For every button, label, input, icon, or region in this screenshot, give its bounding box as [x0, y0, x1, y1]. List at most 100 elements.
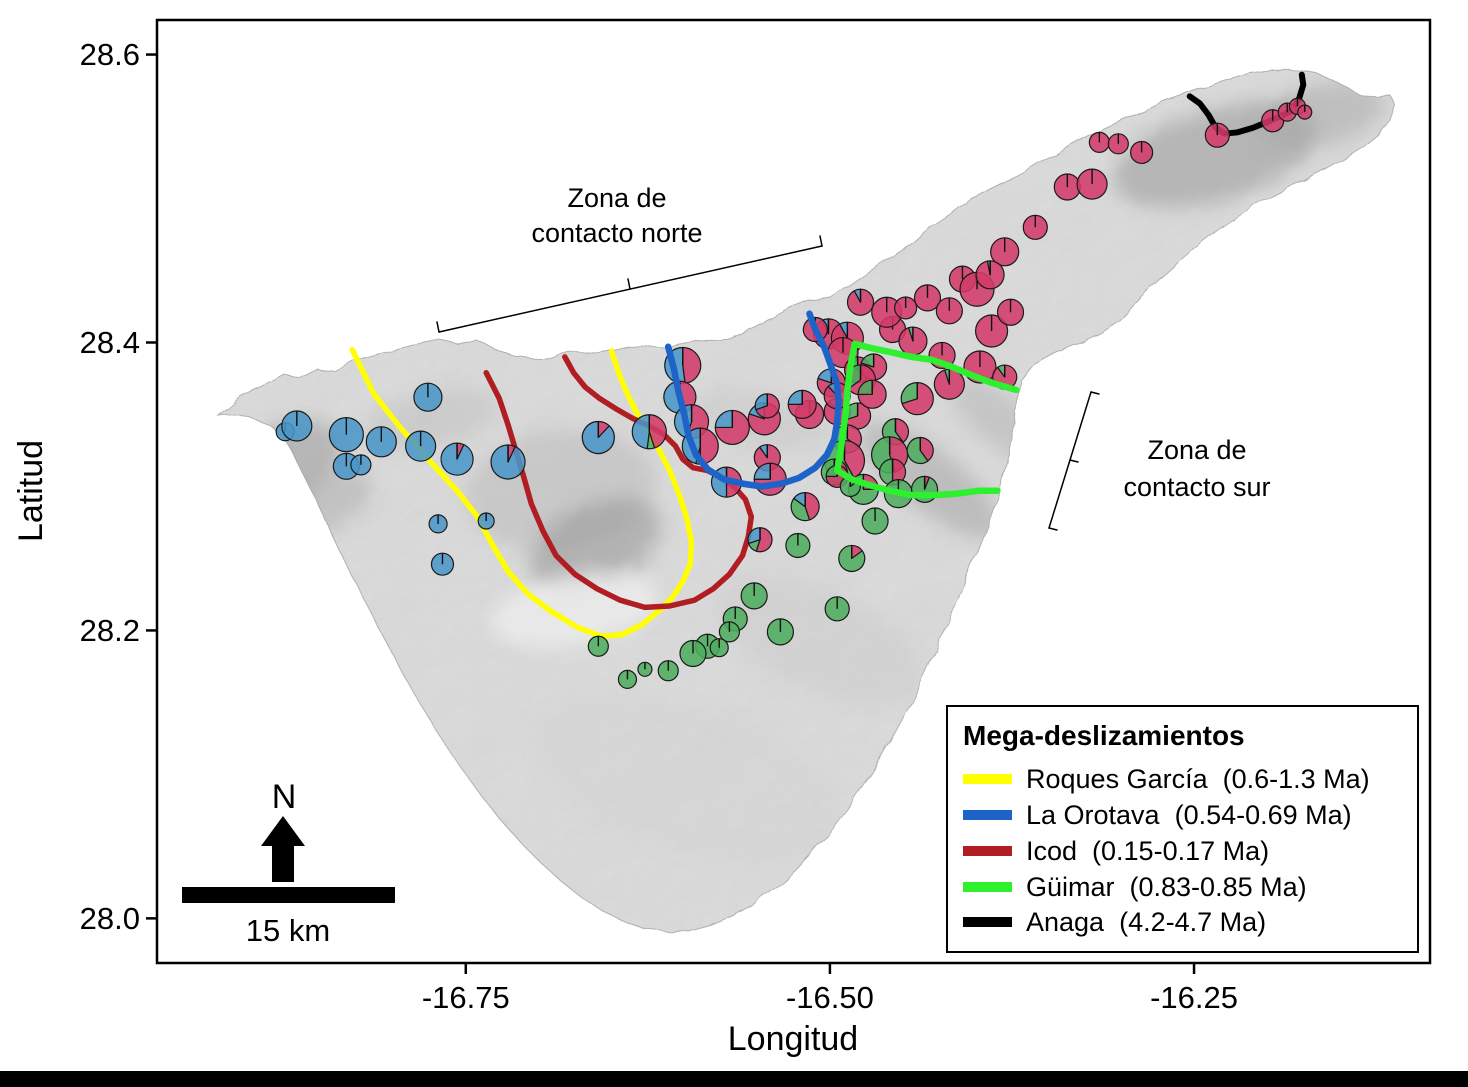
pie-marker [440, 442, 474, 476]
x-tick-label: -16.25 [1150, 980, 1238, 1015]
terrain-patch [361, 388, 499, 452]
pie-slice [838, 544, 866, 573]
pie-marker [910, 475, 939, 503]
terrain-patch [718, 575, 922, 705]
legend-box [946, 705, 1419, 953]
north-arrow: N [261, 778, 305, 882]
terrain-patch [529, 498, 661, 592]
south-contact-zone-annotation: Zona de contacto sur [1048, 391, 1271, 531]
bracket-segment [1090, 391, 1100, 395]
pie-marker [871, 296, 903, 328]
legend-label-roques-garcia: Roques García (0.6-1.3 Ma) [1026, 764, 1370, 794]
pie-marker [631, 414, 667, 450]
pie-marker [753, 462, 787, 496]
pie-marker [405, 430, 437, 462]
pie-slice [857, 379, 873, 395]
pie-slice [787, 389, 817, 419]
north-contact-zone-annotation: Zona de contacto norte [436, 183, 823, 333]
landslide-line-la-orotava [664, 310, 842, 490]
south-zone-bracket [1048, 391, 1100, 531]
plot-frame [155, 18, 1432, 965]
pie-marker [824, 596, 850, 622]
pie-marker [787, 389, 817, 419]
bottom-black-bar [0, 1071, 1468, 1087]
pie-marker [350, 454, 372, 476]
pie-marker [617, 669, 638, 689]
north-zone-bracket [436, 235, 823, 333]
pie-marker [714, 409, 750, 446]
pie-marker [790, 492, 820, 522]
x-tick-label: -16.75 [422, 980, 510, 1015]
legend: Mega-deslizamientos Roques García (0.6-1… [946, 705, 1419, 953]
pie-slice [894, 418, 910, 443]
south-zone-label-line2: contacto sur [1123, 472, 1270, 502]
pie-slice [682, 346, 702, 384]
pie-marker [740, 582, 768, 610]
pie-marker [766, 618, 794, 646]
pie-marker [1088, 131, 1110, 153]
pie-marker [975, 260, 1005, 290]
terrain-patch [491, 572, 659, 648]
pie-marker [935, 297, 963, 325]
landslide-lines-over [664, 310, 1020, 499]
scale-bar-label: 15 km [246, 913, 330, 948]
pie-slice [631, 414, 650, 450]
pie-marker [1076, 168, 1108, 200]
y-tick-label: 28.2 [80, 613, 140, 648]
pie-marker [637, 661, 653, 677]
legend-label-la-orotava: La Orotava (0.54-0.69 Ma) [1026, 800, 1352, 830]
pie-marker [861, 507, 889, 535]
pie-marker [898, 326, 928, 356]
terrain-patch [536, 697, 844, 863]
bracket-segment [436, 321, 440, 333]
pie-slice [648, 414, 667, 449]
north-arrow-head-icon [261, 816, 305, 846]
y-axis-ticks: 28.6 28.4 28.2 28.0 [80, 37, 157, 936]
pie-slice [839, 321, 848, 339]
pie-marker [1053, 173, 1081, 201]
pie-marker [1297, 104, 1313, 120]
bracket-segment [1069, 459, 1079, 463]
pie-marker [709, 638, 729, 658]
north-zone-label-line1: Zona de [567, 183, 666, 213]
pie-slice [997, 364, 1006, 378]
pie-marker [906, 436, 934, 465]
legend-item: La Orotava (0.54-0.69 Ma) [963, 800, 1352, 830]
bracket-segment [819, 235, 823, 247]
pie-marker [587, 635, 609, 657]
pie-marker [933, 368, 965, 400]
pie-marker [990, 237, 1020, 267]
scale-bar-rect [182, 887, 395, 903]
pie-marker [974, 314, 1009, 348]
pie-marker [878, 458, 907, 486]
legend-label-icod: Icod (0.15-0.17 Ma) [1026, 836, 1269, 866]
x-tick-label: -16.50 [786, 980, 874, 1015]
pie-marker [900, 382, 934, 416]
pie-slice [790, 497, 811, 522]
pie-marker [838, 544, 866, 573]
pie-marker [679, 639, 707, 668]
y-tick-label: 28.6 [80, 37, 140, 72]
pie-slice [900, 382, 918, 405]
y-tick-label: 28.0 [80, 901, 140, 936]
pie-slice [857, 379, 887, 409]
bracket-segment [1048, 459, 1071, 529]
legend-item: Anaga (4.2-4.7 Ma) [963, 907, 1266, 937]
pie-marker [328, 417, 364, 453]
north-arrow-stem-icon [272, 846, 294, 882]
y-axis-title: Latitud [12, 440, 50, 542]
pie-marker [996, 298, 1025, 326]
x-axis-title: Longitud [728, 1020, 858, 1058]
bracket-segment [627, 278, 631, 290]
pie-marker [657, 660, 679, 682]
pie-marker [428, 514, 448, 534]
y-tick-label: 28.4 [80, 325, 140, 360]
pie-marker [894, 296, 918, 320]
legend-label-anaga: Anaga (4.2-4.7 Ma) [1026, 907, 1266, 937]
landslide-line-g-imar [833, 340, 1020, 499]
pie-marker [477, 512, 495, 530]
scale-bar: 15 km [182, 887, 395, 948]
terrain-patch [1256, 82, 1384, 148]
